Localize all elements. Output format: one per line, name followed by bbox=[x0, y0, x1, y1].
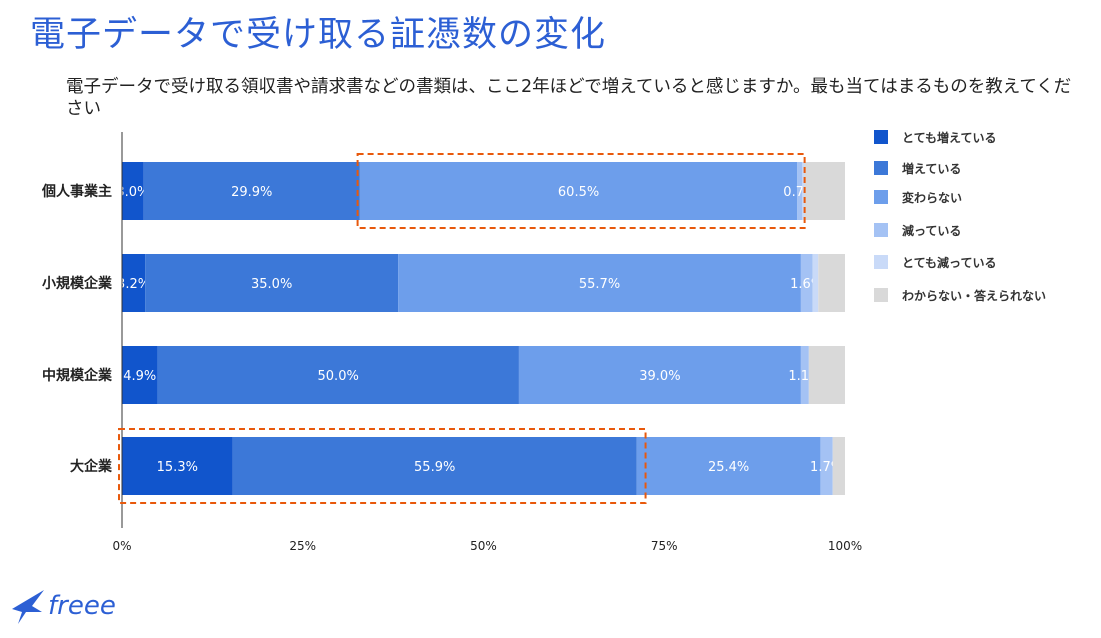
bar-segment bbox=[636, 437, 821, 495]
bar-segment bbox=[802, 162, 805, 220]
legend-label: とても減っている bbox=[902, 255, 996, 270]
x-tick-label: 25% bbox=[289, 539, 316, 553]
data-label: 55.7% bbox=[579, 277, 620, 292]
data-label: 60.5% bbox=[558, 185, 599, 200]
bar-segment bbox=[818, 254, 845, 312]
bar-segment bbox=[800, 254, 813, 312]
bar-segment bbox=[832, 437, 845, 495]
data-label: 39.0% bbox=[639, 369, 680, 384]
data-label: 25.4% bbox=[708, 460, 749, 475]
bar-segment bbox=[797, 162, 803, 220]
bar-segment bbox=[122, 437, 233, 495]
legend-swatch bbox=[874, 190, 888, 204]
data-label: 35.0% bbox=[251, 277, 292, 292]
data-label: 3.2% bbox=[117, 277, 150, 292]
x-tick-label: 50% bbox=[470, 539, 497, 553]
category-label: 大企業 bbox=[70, 458, 113, 475]
category-label: 個人事業主 bbox=[41, 183, 112, 200]
bar-segment bbox=[518, 346, 801, 404]
legend-label: とても増えている bbox=[902, 130, 996, 145]
data-label: 55.9% bbox=[414, 460, 455, 475]
category-label: 小規模企業 bbox=[42, 275, 113, 292]
highlight-box bbox=[356, 153, 806, 229]
legend-swatch bbox=[874, 223, 888, 237]
legend-label: 増えている bbox=[902, 161, 961, 176]
legend-swatch bbox=[874, 288, 888, 302]
x-tick-label: 100% bbox=[828, 539, 862, 553]
bar-segment bbox=[808, 346, 845, 404]
bar-segment bbox=[359, 162, 798, 220]
x-tick-label: 0% bbox=[112, 539, 131, 553]
bar-segment bbox=[232, 437, 637, 495]
legend-label: 変わらない bbox=[902, 190, 962, 205]
freee-logo: freee bbox=[10, 582, 135, 632]
bar-segment bbox=[157, 346, 519, 404]
data-label: 29.9% bbox=[231, 185, 272, 200]
data-label: 3.0% bbox=[116, 185, 149, 200]
x-tick-label: 75% bbox=[651, 539, 678, 553]
logo-text: freee bbox=[48, 591, 116, 621]
bar-segment bbox=[398, 254, 801, 312]
legend-label: 減っている bbox=[902, 223, 961, 238]
bar-segment bbox=[143, 162, 360, 220]
highlight-box bbox=[118, 428, 647, 504]
page-title: 電子データで受け取る証憑数の変化 bbox=[30, 15, 607, 55]
bar-segment bbox=[804, 162, 845, 220]
data-label: 50.0% bbox=[318, 369, 359, 384]
bar-segment bbox=[812, 254, 819, 312]
bird-icon bbox=[12, 590, 44, 624]
survey-question: 電子データで受け取る領収書や請求書などの書類は、ここ2年ほどで増えていると感じま… bbox=[66, 77, 1072, 119]
legend-swatch bbox=[874, 130, 888, 144]
category-label: 中規模企業 bbox=[42, 367, 113, 384]
legend-label: わからない・答えられない bbox=[902, 288, 1046, 303]
bar-segment bbox=[122, 254, 146, 312]
bar-segment bbox=[820, 437, 833, 495]
legend-swatch bbox=[874, 161, 888, 175]
data-label: 4.9% bbox=[123, 369, 156, 384]
bar-segment bbox=[800, 346, 809, 404]
data-label: 15.3% bbox=[157, 460, 198, 475]
bar-segment bbox=[122, 346, 158, 404]
bar-segment bbox=[122, 162, 144, 220]
legend-swatch bbox=[874, 255, 888, 269]
bar-segment bbox=[145, 254, 399, 312]
